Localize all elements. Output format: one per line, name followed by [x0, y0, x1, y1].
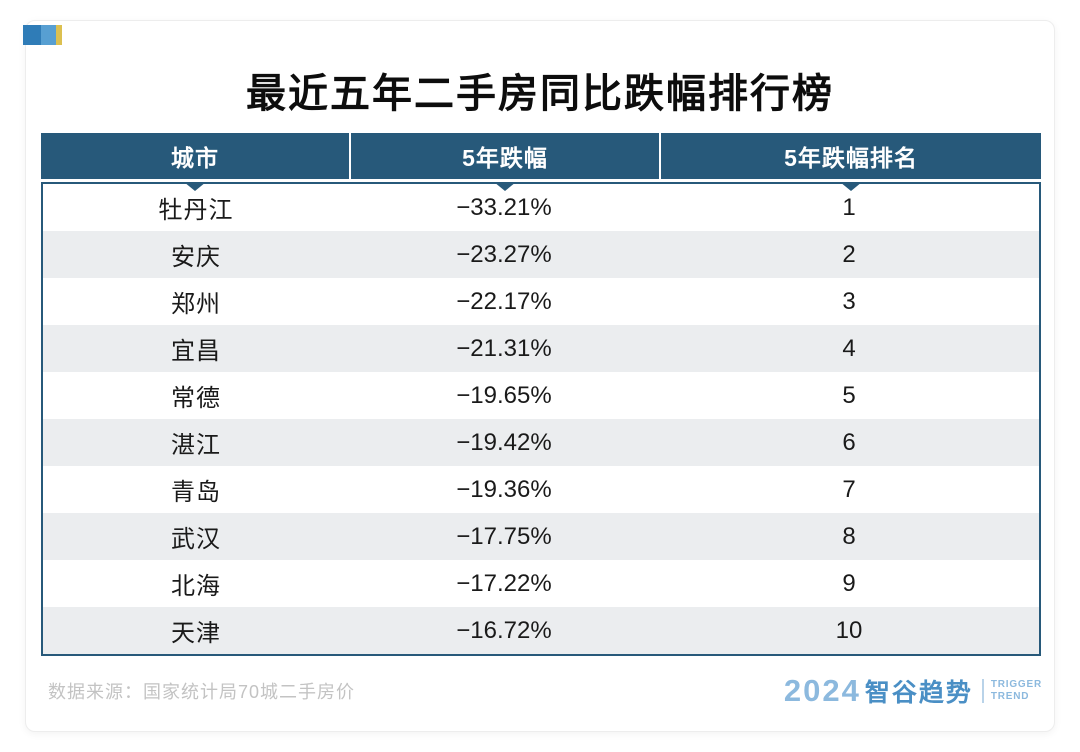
- table-row: 青岛 −19.36% 7: [43, 466, 1039, 513]
- cell-rank: 3: [842, 287, 856, 315]
- table-row: 常德 −19.65% 5: [43, 372, 1039, 419]
- cell-drop: −19.36%: [456, 475, 552, 503]
- column-header-drop-label: 5年跌幅: [462, 145, 548, 171]
- cell-drop: −23.27%: [456, 240, 552, 268]
- cell-drop: −17.22%: [456, 569, 552, 597]
- cell-drop: −33.21%: [456, 193, 552, 221]
- cell-city: 天津: [171, 620, 221, 647]
- brand-tagline-line1: TRIGGER: [990, 678, 1042, 690]
- corner-mark-yellow-block: [56, 25, 62, 45]
- table-row: 安庆 −23.27% 2: [43, 231, 1039, 278]
- cell-drop: −17.75%: [456, 522, 552, 550]
- data-source-note: 数据来源：国家统计局70城二手房价: [48, 682, 356, 702]
- brand-divider: [981, 679, 984, 703]
- column-header-rank-label: 5年跌幅排名: [784, 145, 918, 171]
- page-title: 最近五年二手房同比跌幅排行榜: [246, 72, 834, 116]
- cell-drop: −22.17%: [456, 287, 552, 315]
- cell-city: 青岛: [171, 479, 221, 506]
- brand-year: 2024: [783, 673, 861, 708]
- cell-city: 郑州: [171, 291, 221, 318]
- corner-mark-light-blue-block: [41, 25, 56, 45]
- cell-city: 湛江: [171, 432, 221, 459]
- cell-city: 宜昌: [171, 338, 221, 365]
- table-body: 牡丹江 −33.21% 1 安庆 −23.27% 2 郑州 −22.17% 3 宜昌 −21.31%…: [41, 182, 1041, 656]
- column-header-city: 城市: [41, 133, 351, 191]
- infographic-card: 最近五年二手房同比跌幅排行榜 城市 5年跌幅 5年跌幅排名 牡丹江 −33.21%…: [23, 20, 1055, 732]
- cell-drop: −21.31%: [456, 334, 552, 362]
- brand-tagline-line2: TREND: [990, 691, 1030, 702]
- cell-rank: 1: [842, 193, 856, 221]
- cell-rank: 6: [842, 428, 856, 456]
- cell-drop: −16.72%: [456, 616, 552, 644]
- cell-city: 常德: [171, 385, 221, 412]
- column-pointer-icon: [184, 182, 206, 191]
- cell-city: 武汉: [171, 526, 221, 553]
- column-header-drop: 5年跌幅: [351, 133, 661, 191]
- cell-rank: 4: [842, 334, 856, 362]
- table-row: 牡丹江 −33.21% 1: [43, 184, 1039, 231]
- brand-name: 智谷趋势: [864, 679, 973, 707]
- cell-rank: 9: [842, 569, 856, 597]
- cell-rank: 8: [842, 522, 856, 550]
- table-row: 郑州 −22.17% 3: [43, 278, 1039, 325]
- table-row: 湛江 −19.42% 6: [43, 419, 1039, 466]
- brand-tagline: TRIGGER TREND: [991, 679, 1042, 704]
- corner-mark-dark-blue-block: [23, 25, 41, 45]
- cell-city: 北海: [171, 573, 221, 600]
- column-header-rank: 5年跌幅排名: [661, 133, 1041, 191]
- brand-corner-mark-icon: [23, 25, 62, 45]
- table-row: 北海 −17.22% 9: [43, 560, 1039, 607]
- cell-drop: −19.65%: [456, 381, 552, 409]
- column-pointer-icon: [494, 182, 516, 191]
- column-pointer-icon: [840, 182, 862, 191]
- cell-rank: 5: [842, 381, 856, 409]
- footer-bar: 数据来源：国家统计局70城二手房价 2024 智谷趋势 TRIGGER TREN…: [48, 669, 1042, 713]
- table-row: 武汉 −17.75% 8: [43, 513, 1039, 560]
- cell-city: 安庆: [171, 244, 221, 271]
- column-header-city-label: 城市: [171, 145, 219, 171]
- cell-rank: 10: [835, 616, 863, 644]
- brand-logo: 2024 智谷趋势 TRIGGER TREND: [784, 673, 1042, 709]
- cell-city: 牡丹江: [158, 197, 234, 224]
- cell-rank: 7: [842, 475, 856, 503]
- ranking-table: 城市 5年跌幅 5年跌幅排名 牡丹江 −33.21% 1 安庆 −23.27% 2 郑州 −2…: [41, 133, 1041, 656]
- table-row: 天津 −16.72% 10: [43, 607, 1039, 654]
- table-row: 宜昌 −21.31% 4: [43, 325, 1039, 372]
- table-header-row: 城市 5年跌幅 5年跌幅排名: [41, 133, 1041, 191]
- cell-drop: −19.42%: [456, 428, 552, 456]
- cell-rank: 2: [842, 240, 856, 268]
